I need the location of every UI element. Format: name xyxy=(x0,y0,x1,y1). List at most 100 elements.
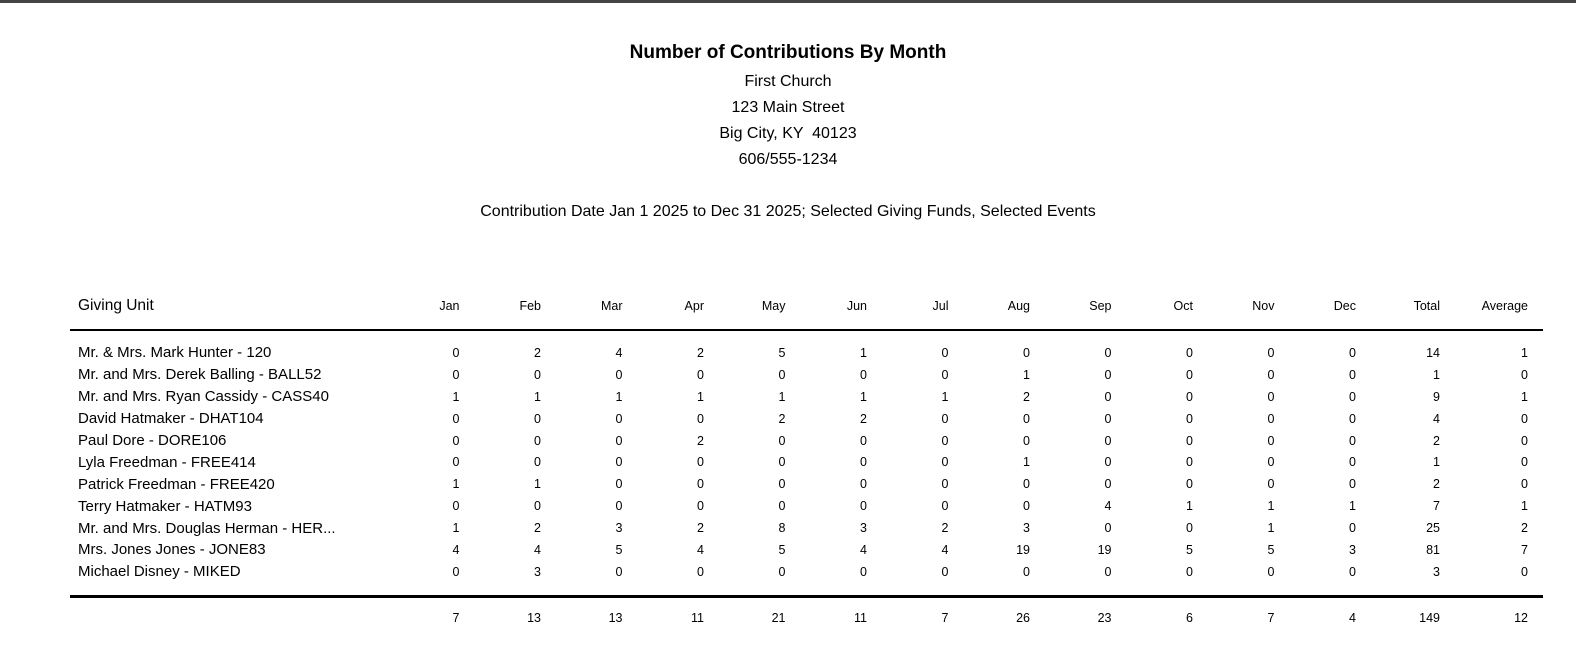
value-cell: 5 xyxy=(615,542,623,557)
value-cell: 0 xyxy=(860,455,867,470)
value-cell: 0 xyxy=(534,411,541,426)
report-title: Number of Contributions By Month xyxy=(629,42,947,63)
value-cell: 0 xyxy=(941,345,949,360)
total-value-cell: 7 xyxy=(941,610,949,625)
value-cell: 0 xyxy=(1104,564,1112,579)
table-row: Mrs. Jones Jones - JONE83 4 4 5 4 5 4 4 19 19 5 5 3 8… xyxy=(70,539,1543,561)
value-cell: 0 xyxy=(1186,345,1193,360)
org-name: First Church xyxy=(744,73,832,90)
value-cell: 0 xyxy=(697,367,704,382)
value-cell: 0 xyxy=(534,499,541,514)
value-cell: 0 xyxy=(860,367,867,382)
value-cell: 0 xyxy=(615,477,623,492)
total-value-cell: 7 xyxy=(1267,610,1275,625)
value-cell: 0 xyxy=(1349,521,1356,536)
value-cell: 1 xyxy=(778,389,786,404)
total-value-cell: 26 xyxy=(1016,610,1030,625)
table-row: Lyla Freedman - FREE414 0 0 0 0 0 0 0 1 0 0 0 0 1 0 xyxy=(70,451,1543,473)
value-cell: 2 xyxy=(941,521,949,536)
value-cell: 2 xyxy=(1521,521,1528,536)
table-row: Paul Dore - DORE106 0 0 0 2 0 0 0 0 0 0 0 0 2 0 xyxy=(70,430,1543,452)
column-header-nov: Nov xyxy=(1252,299,1275,313)
value-cell: 0 xyxy=(1023,499,1030,514)
value-cell: 0 xyxy=(1349,455,1356,470)
value-cell: 4 xyxy=(1433,411,1440,426)
column-header-may: May xyxy=(761,299,786,313)
value-cell: 2 xyxy=(534,521,541,536)
value-cell: 4 xyxy=(1104,499,1112,514)
total-value-cell: 4 xyxy=(1349,610,1356,625)
value-cell: 0 xyxy=(1186,455,1193,470)
value-cell: 5 xyxy=(1186,542,1193,557)
value-cell: 4 xyxy=(941,542,949,557)
report-criteria: Contribution Date Jan 1 2025 to Dec 31 2… xyxy=(480,203,1096,220)
value-cell: 14 xyxy=(1426,345,1440,360)
value-cell: 0 xyxy=(534,455,541,470)
value-cell: 0 xyxy=(1023,477,1030,492)
value-cell: 0 xyxy=(1267,477,1275,492)
value-cell: 3 xyxy=(1433,564,1440,579)
value-cell: 9 xyxy=(1433,389,1440,404)
column-header-sep: Sep xyxy=(1089,299,1112,313)
value-cell: 1 xyxy=(1433,367,1440,382)
value-cell: 0 xyxy=(697,499,704,514)
value-cell: 19 xyxy=(1097,542,1112,557)
value-cell: 3 xyxy=(1023,521,1030,536)
value-cell: 0 xyxy=(1267,455,1275,470)
total-value-cell: 6 xyxy=(1186,610,1193,625)
giving-unit-cell: Terry Hatmaker - HATM93 xyxy=(78,497,252,515)
value-cell: 0 xyxy=(1104,345,1112,360)
value-cell: 0 xyxy=(778,455,786,470)
value-cell: 4 xyxy=(534,542,541,557)
value-cell: 81 xyxy=(1426,542,1440,557)
value-cell: 0 xyxy=(1104,367,1112,382)
value-cell: 1 xyxy=(452,521,460,536)
value-cell: 1 xyxy=(697,389,704,404)
value-cell: 0 xyxy=(941,455,949,470)
value-cell: 0 xyxy=(1521,411,1528,426)
value-cell: 0 xyxy=(941,477,949,492)
value-cell: 1 xyxy=(860,345,867,360)
org-address-city: Big City, KY 40123 xyxy=(719,125,857,142)
value-cell: 0 xyxy=(534,367,541,382)
value-cell: 1 xyxy=(1267,521,1275,536)
value-cell: 0 xyxy=(1521,477,1528,492)
total-value-cell: 149 xyxy=(1419,610,1440,625)
value-cell: 0 xyxy=(778,499,786,514)
value-cell: 0 xyxy=(452,345,460,360)
giving-unit-cell: Michael Disney - MIKED xyxy=(78,563,241,581)
value-cell: 1 xyxy=(1186,499,1193,514)
value-cell: 0 xyxy=(1186,389,1193,404)
value-cell: 5 xyxy=(778,345,786,360)
value-cell: 0 xyxy=(941,433,949,448)
column-header-aug: Aug xyxy=(1007,299,1030,313)
value-cell: 2 xyxy=(697,521,704,536)
column-header-feb: Feb xyxy=(519,299,541,313)
value-cell: 1 xyxy=(941,389,949,404)
value-cell: 7 xyxy=(1433,499,1440,514)
value-cell: 0 xyxy=(452,564,460,579)
value-cell: 19 xyxy=(1016,542,1030,557)
total-value-cell: 21 xyxy=(771,610,786,625)
org-address-street: 123 Main Street xyxy=(731,99,845,116)
table-row: Mr. and Mrs. Derek Balling - BALL52 0 0 0 0 0… xyxy=(70,364,1543,386)
value-cell: 0 xyxy=(697,564,704,579)
value-cell: 0 xyxy=(1521,564,1528,579)
column-header-jul: Jul xyxy=(932,299,949,313)
giving-unit-cell: David Hatmaker - DHAT104 xyxy=(78,410,264,428)
value-cell: 1 xyxy=(615,389,623,404)
value-cell: 0 xyxy=(941,499,949,514)
value-cell: 0 xyxy=(615,411,623,426)
value-cell: 0 xyxy=(1104,411,1112,426)
value-cell: 0 xyxy=(860,499,867,514)
value-cell: 2 xyxy=(534,345,541,360)
table-row: Terry Hatmaker - HATM93 0 0 0 0 0 0 0 0 4 1 1 1 7 1 xyxy=(70,495,1543,517)
value-cell: 0 xyxy=(1267,411,1275,426)
value-cell: 3 xyxy=(534,564,541,579)
value-cell: 0 xyxy=(1104,477,1112,492)
table-row: Michael Disney - MIKED 0 3 0 0 0 0 0 0 0 0 0 0 3 0 xyxy=(70,561,1543,583)
value-cell: 0 xyxy=(615,564,623,579)
value-cell: 0 xyxy=(1104,521,1112,536)
value-cell: 0 xyxy=(1349,367,1356,382)
table-header-row: Giving Unit Jan Feb Mar Apr May Jun Jul Aug Sep O… xyxy=(70,297,1543,331)
